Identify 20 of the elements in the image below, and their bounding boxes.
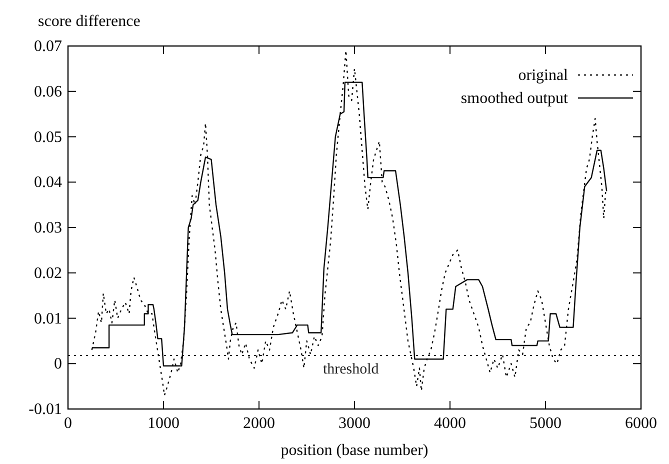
x-tick-label: 3000 [338, 415, 370, 432]
y-tick-label: 0.05 [34, 128, 62, 146]
x-tick-label: 6000 [625, 415, 657, 432]
legend-label: original [518, 67, 569, 84]
legend-label: smoothed output [460, 90, 569, 107]
x-tick-label: 1000 [148, 415, 180, 432]
y-tick-label: -0.01 [28, 401, 62, 418]
y-tick-label: 0.01 [34, 310, 62, 328]
x-tick-label: 4000 [434, 415, 466, 432]
ref-line-label: threshold [322, 361, 380, 378]
y-tick-label: 0.03 [34, 220, 62, 236]
x-tick-label: 2000 [243, 415, 275, 432]
x-tick-label: 5000 [530, 415, 562, 432]
y-tick-label: 0.02 [34, 264, 62, 282]
y-tick-label: 0.06 [34, 83, 62, 100]
y-tick-label: 0.07 [34, 38, 62, 55]
y-tick-label: 0 [54, 356, 62, 373]
y-tick-label: 0.04 [34, 174, 62, 192]
x-axis-title: position (base number) [280, 442, 428, 459]
y-axis-title: score difference [38, 13, 140, 30]
